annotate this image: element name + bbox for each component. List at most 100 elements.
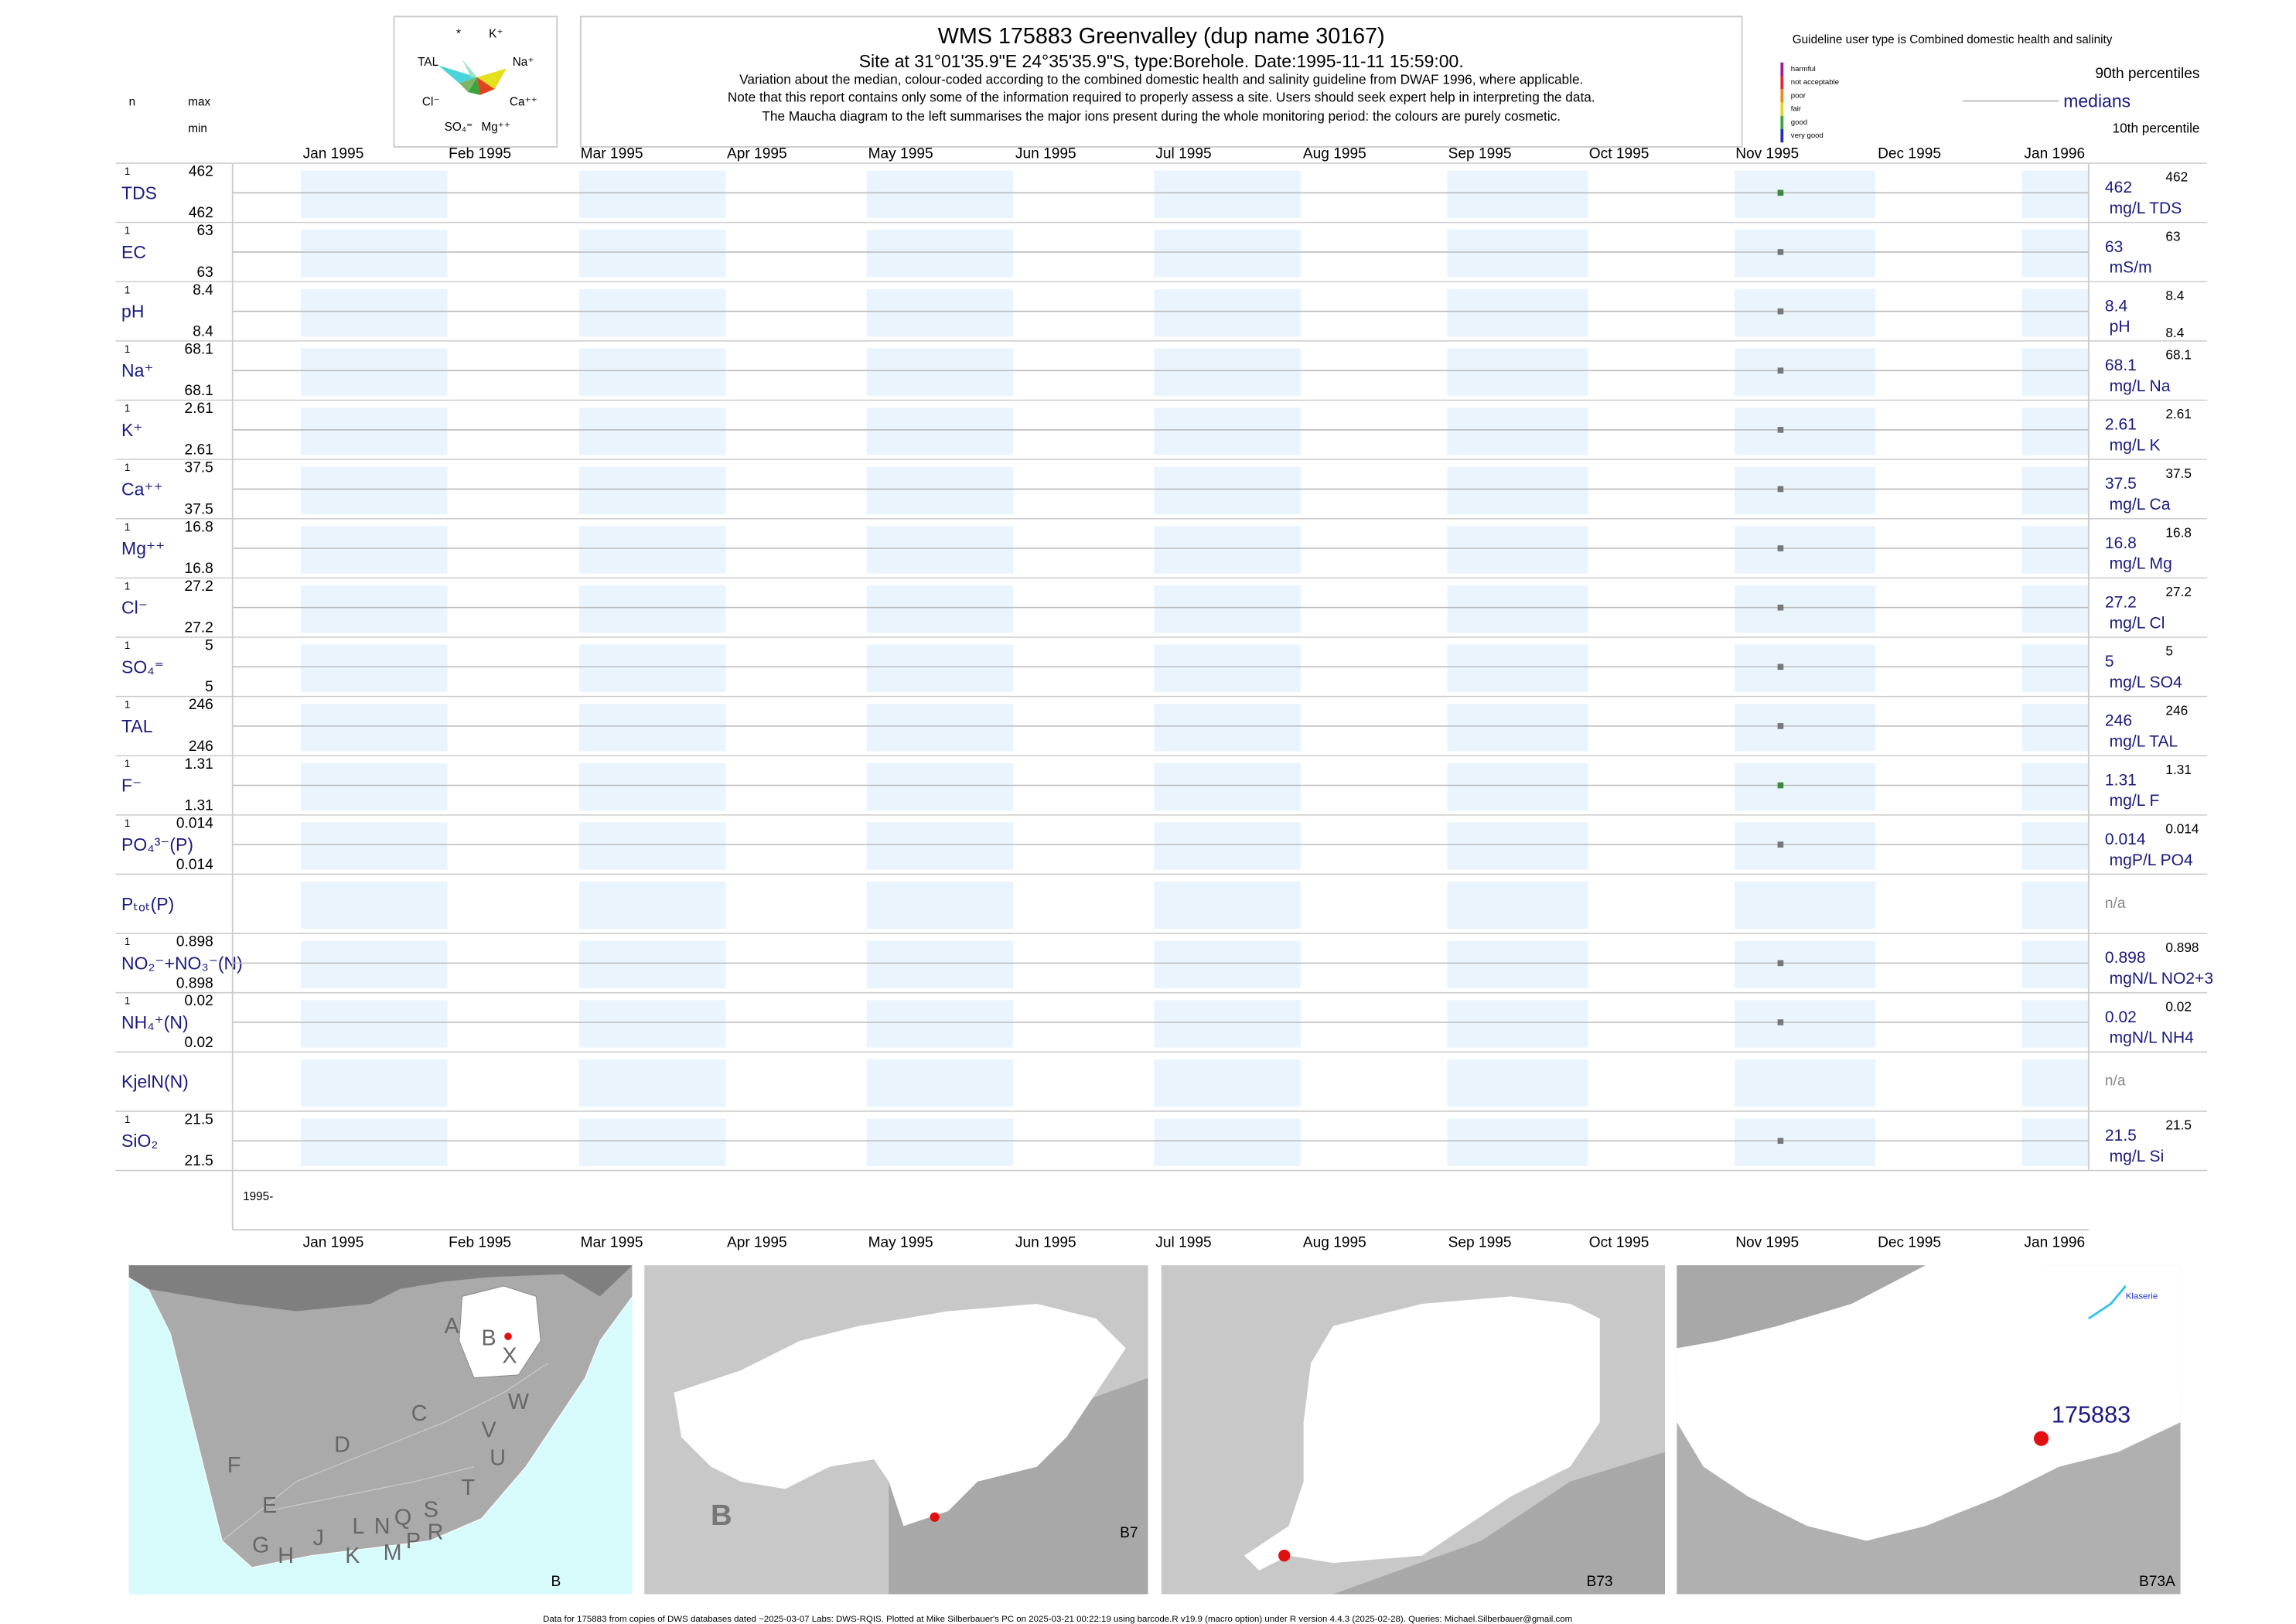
month-label: May 1995 [868, 146, 933, 162]
basin-letter: B [482, 1326, 496, 1351]
month-shade [578, 882, 726, 930]
month-shade [2021, 1118, 2089, 1166]
sample-point [1777, 604, 1784, 611]
max-value: 0.898 [176, 934, 213, 950]
month-shade [866, 288, 1014, 337]
year-label: 1995- [243, 1190, 273, 1203]
n-value: 1 [125, 462, 130, 473]
month-shade [1447, 526, 1588, 574]
legend-class: fair [1791, 105, 1802, 114]
max-value: 462 [189, 164, 213, 180]
p90-value: 63 [2165, 228, 2180, 244]
month-shade [1735, 1118, 1876, 1166]
n-value: 1 [125, 521, 130, 533]
month-shade [1447, 704, 1588, 752]
legend-class: good [1791, 118, 1807, 127]
unit: mg/L Si [2110, 1148, 2165, 1165]
basin-letter: J [313, 1526, 324, 1551]
unit: mgP/L PO4 [2110, 851, 2193, 869]
sample-point [1777, 1019, 1784, 1025]
month-shade [1154, 1118, 1301, 1166]
month-shade [1154, 704, 1301, 752]
sample-point [1777, 1138, 1784, 1145]
month-shade [1154, 940, 1301, 988]
min-value: 37.5 [185, 501, 213, 517]
month-shade [1735, 466, 1876, 514]
month-shade [300, 408, 448, 455]
month-shade [2021, 585, 2089, 633]
median-value: 0.898 [2105, 949, 2146, 967]
month-shade [1447, 1118, 1588, 1166]
maucha-label: SO₄⁼ [445, 121, 473, 134]
basin-letter: N [374, 1514, 391, 1539]
legend-swatch [1780, 62, 1784, 77]
month-shade [1154, 348, 1301, 396]
month-shade [578, 940, 726, 988]
month-shade [866, 348, 1014, 396]
basin-letter: F [227, 1453, 241, 1478]
maucha-label: Cl⁻ [422, 96, 440, 109]
sample-point [1777, 664, 1784, 670]
month-label: Jan 1995 [303, 1234, 364, 1250]
min-value: 2.61 [185, 442, 213, 459]
note: The Maucha diagram to the left summarise… [762, 108, 1561, 124]
month-shade [300, 1000, 448, 1048]
basin-letter: S [424, 1498, 438, 1523]
month-shade [866, 1118, 1014, 1166]
n-value: 1 [125, 165, 130, 177]
min-value: 246 [189, 739, 213, 755]
n-value: 1 [125, 699, 130, 711]
sample-point [1777, 723, 1784, 729]
month-label: Aug 1995 [1303, 1234, 1366, 1250]
month-shade [1735, 585, 1876, 633]
month-shade [1154, 822, 1301, 870]
basin-letter: H [278, 1544, 294, 1568]
legend-class: poor [1791, 91, 1806, 100]
legend-swatch [1780, 115, 1784, 129]
month-shade [578, 170, 726, 218]
month-shade [866, 644, 1014, 692]
month-shade [300, 1118, 448, 1166]
month-shade [1154, 585, 1301, 633]
parameter-label: TAL [121, 716, 153, 736]
p90-value: 21.5 [2165, 1117, 2192, 1133]
month-shade [578, 288, 726, 337]
month-label: Jun 1995 [1015, 1234, 1076, 1250]
month-label: Dec 1995 [1878, 1234, 1941, 1250]
month-shade [300, 940, 448, 988]
month-shade [1154, 1059, 1301, 1107]
month-shade [2021, 882, 2089, 930]
sample-point [1777, 367, 1784, 374]
month-shade [1735, 408, 1876, 455]
month-shade [866, 882, 1014, 930]
month-shade [2021, 170, 2089, 218]
map-corner: B73A [2139, 1574, 2175, 1590]
min-value: 27.2 [185, 620, 213, 636]
month-shade [2021, 1059, 2089, 1107]
month-label: Feb 1995 [449, 1234, 511, 1250]
month-shade [300, 466, 448, 514]
n-value: 1 [125, 343, 130, 355]
month-shade [1735, 1059, 1876, 1107]
month-shade [300, 170, 448, 218]
parameter-label: SiO₂ [121, 1131, 158, 1151]
month-shade [2021, 1173, 2089, 1230]
month-shade [2021, 940, 2089, 988]
month-shade [1735, 348, 1876, 396]
p90-label: 90th percentiles [2095, 66, 2199, 82]
min-value: 5 [205, 679, 213, 695]
median-value: 68.1 [2105, 357, 2137, 374]
month-shade [1447, 408, 1588, 455]
medians-label: medians [2063, 91, 2131, 111]
max-value: 16.8 [185, 519, 213, 535]
n-value: 1 [125, 225, 130, 237]
median-value: 16.8 [2105, 534, 2137, 552]
parameter-label: Na⁺ [121, 360, 154, 380]
not-available: n/a [2105, 896, 2126, 912]
month-shade [866, 585, 1014, 633]
map-corner: B [551, 1574, 561, 1590]
month-shade [866, 170, 1014, 218]
min-header: min [188, 122, 207, 135]
footer: Data for 175883 from copies of DWS datab… [543, 1615, 1572, 1624]
month-shade [1735, 763, 1876, 811]
